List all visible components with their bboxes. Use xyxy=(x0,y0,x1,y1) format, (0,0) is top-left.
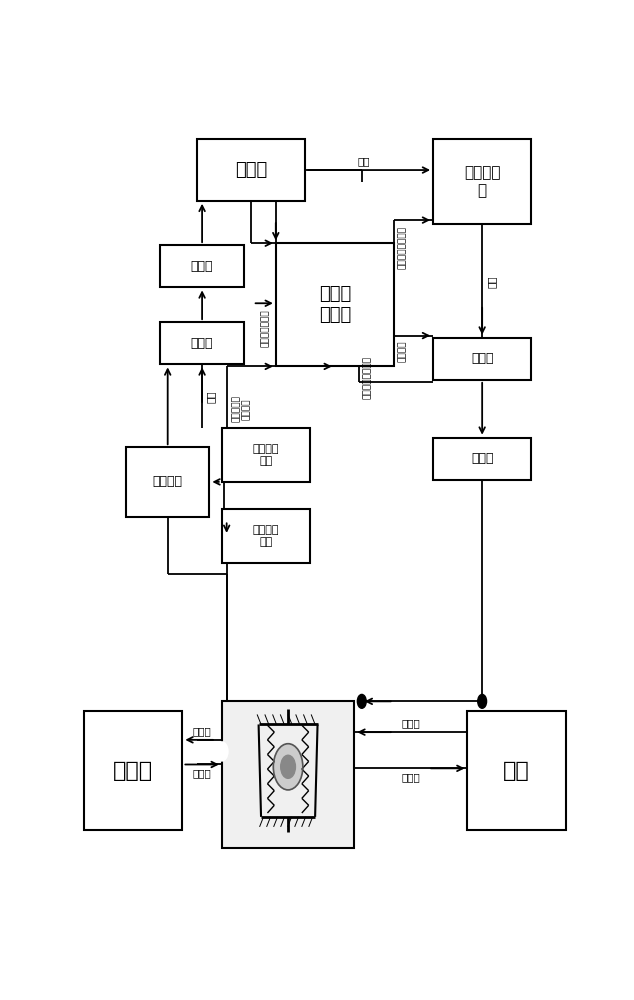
Text: 供能: 供能 xyxy=(487,275,497,288)
Text: 馈能装置: 馈能装置 xyxy=(153,475,183,488)
Text: 车架: 车架 xyxy=(503,761,530,781)
FancyBboxPatch shape xyxy=(222,509,310,563)
Circle shape xyxy=(478,694,486,708)
Text: 输出电流控制信号: 输出电流控制信号 xyxy=(398,226,406,269)
FancyBboxPatch shape xyxy=(84,711,183,830)
FancyBboxPatch shape xyxy=(222,428,310,482)
Text: 第一、第二
压电信号: 第一、第二 压电信号 xyxy=(231,395,251,422)
FancyBboxPatch shape xyxy=(222,701,354,848)
Text: 发动机: 发动机 xyxy=(113,761,153,781)
FancyBboxPatch shape xyxy=(433,139,531,224)
Text: 传递力: 传递力 xyxy=(401,718,420,728)
Text: 激振力: 激振力 xyxy=(193,726,212,736)
FancyBboxPatch shape xyxy=(126,447,209,517)
Text: 电子控
制单元: 电子控 制单元 xyxy=(319,285,351,324)
FancyBboxPatch shape xyxy=(197,139,305,201)
FancyBboxPatch shape xyxy=(467,711,566,830)
FancyBboxPatch shape xyxy=(276,243,394,366)
Text: 通断信号: 通断信号 xyxy=(398,340,406,362)
Text: 电能: 电能 xyxy=(206,391,216,403)
Text: 作动力: 作动力 xyxy=(193,768,212,778)
Text: 蓄电池: 蓄电池 xyxy=(235,161,268,179)
Circle shape xyxy=(358,694,366,708)
Text: 整流器: 整流器 xyxy=(191,337,213,350)
FancyBboxPatch shape xyxy=(160,322,244,364)
Text: 输出电流反馈信号: 输出电流反馈信号 xyxy=(363,356,372,399)
Circle shape xyxy=(235,289,253,317)
Text: 供能: 供能 xyxy=(358,156,370,166)
FancyBboxPatch shape xyxy=(160,245,244,287)
Circle shape xyxy=(216,742,228,761)
FancyBboxPatch shape xyxy=(433,338,531,380)
Text: 继电器: 继电器 xyxy=(471,352,493,365)
Circle shape xyxy=(281,755,295,778)
Text: 作动器: 作动器 xyxy=(471,452,493,465)
FancyBboxPatch shape xyxy=(433,438,531,480)
Text: 电磁馈能
装置: 电磁馈能 装置 xyxy=(253,525,279,547)
Text: 发动机转速信号: 发动机转速信号 xyxy=(261,309,270,347)
Text: 可控电流
源: 可控电流 源 xyxy=(464,165,500,198)
Circle shape xyxy=(273,744,303,790)
Text: 稳压器: 稳压器 xyxy=(191,260,213,273)
Text: 压电馈能
装置: 压电馈能 装置 xyxy=(253,444,279,466)
Text: 支持力: 支持力 xyxy=(401,772,420,782)
